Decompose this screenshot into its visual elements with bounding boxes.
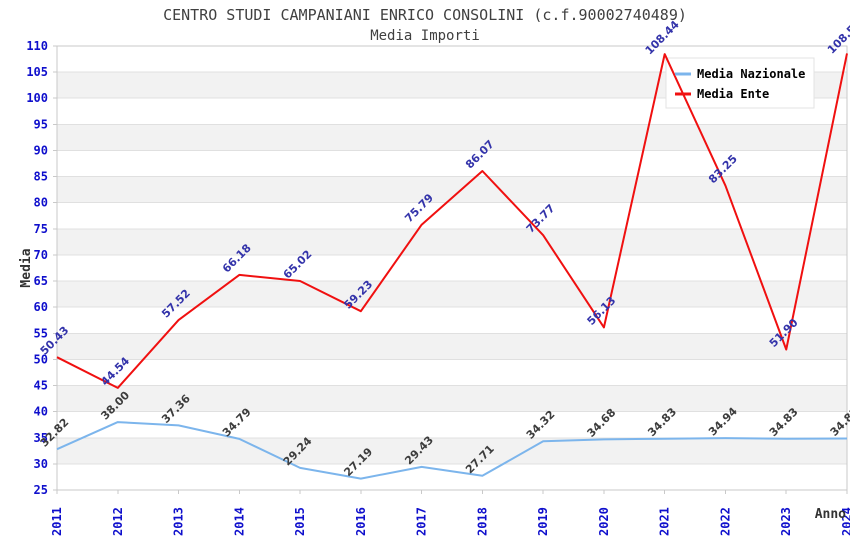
x-tick-label: 2011 xyxy=(50,507,64,536)
y-tick-label: 25 xyxy=(34,483,48,497)
y-tick-label: 100 xyxy=(26,91,48,105)
chart-subtitle: Media Importi xyxy=(370,28,480,44)
series-line-media-nazionale xyxy=(56,421,848,480)
y-tick-label: 45 xyxy=(34,379,48,393)
legend: Media Nazionale Media Ente xyxy=(675,67,805,101)
y-tick-label: 65 xyxy=(34,274,48,288)
x-tick-label: 2019 xyxy=(536,507,550,536)
x-tick-label: 2012 xyxy=(111,507,125,536)
legend-item-media-nazionale[interactable]: Media Nazionale xyxy=(675,67,805,81)
y-tick-label: 55 xyxy=(34,326,48,340)
x-tick-label: 2018 xyxy=(475,507,489,536)
x-tick-label: 2015 xyxy=(293,507,307,536)
y-tick-label: 40 xyxy=(34,405,48,419)
y-tick-label: 85 xyxy=(34,170,48,184)
legend-box xyxy=(665,57,815,109)
chart-title: CENTRO STUDI CAMPANIANI ENRICO CONSOLINI… xyxy=(163,6,687,24)
legend-label-media-ente: Media Ente xyxy=(697,87,769,101)
y-tick-label: 30 xyxy=(34,457,48,471)
y-tick-label: 80 xyxy=(34,196,48,210)
axis-tick-labels: 25 30 35 40 45 50 55 60 65 70 75 80 85 90 95 100 105 110 2… xyxy=(26,39,850,536)
x-tick-label: 2021 xyxy=(658,507,672,536)
x-axis-title: Anno xyxy=(815,507,846,522)
x-tick-label: 2014 xyxy=(232,507,246,536)
x-tick-label: 2022 xyxy=(718,507,732,536)
y-axis-title: Media xyxy=(19,248,34,287)
y-tick-label: 90 xyxy=(34,143,48,157)
y-tick-label: 105 xyxy=(26,65,48,79)
y-tick-label: 70 xyxy=(34,248,48,262)
y-tick-label: 75 xyxy=(34,222,48,236)
y-tick-label: 95 xyxy=(34,117,48,131)
plot-grid xyxy=(53,45,848,494)
y-tick-label: 50 xyxy=(34,352,48,366)
series-lines xyxy=(56,53,848,480)
legend-item-media-ente[interactable]: Media Ente xyxy=(675,87,769,101)
x-tick-label: 2023 xyxy=(779,507,793,536)
legend-label-media-nazionale: Media Nazionale xyxy=(697,67,805,81)
x-tick-label: 2016 xyxy=(354,507,368,536)
x-tick-label: 2020 xyxy=(597,507,611,536)
y-tick-label: 60 xyxy=(34,300,48,314)
x-tick-label: 2017 xyxy=(415,507,429,536)
x-tick-label: 2024 xyxy=(840,507,850,536)
series-line-media-ente xyxy=(56,53,848,389)
x-tick-label: 2013 xyxy=(172,507,186,536)
y-tick-label: 110 xyxy=(26,39,48,53)
y-tick-label: 35 xyxy=(34,431,48,445)
